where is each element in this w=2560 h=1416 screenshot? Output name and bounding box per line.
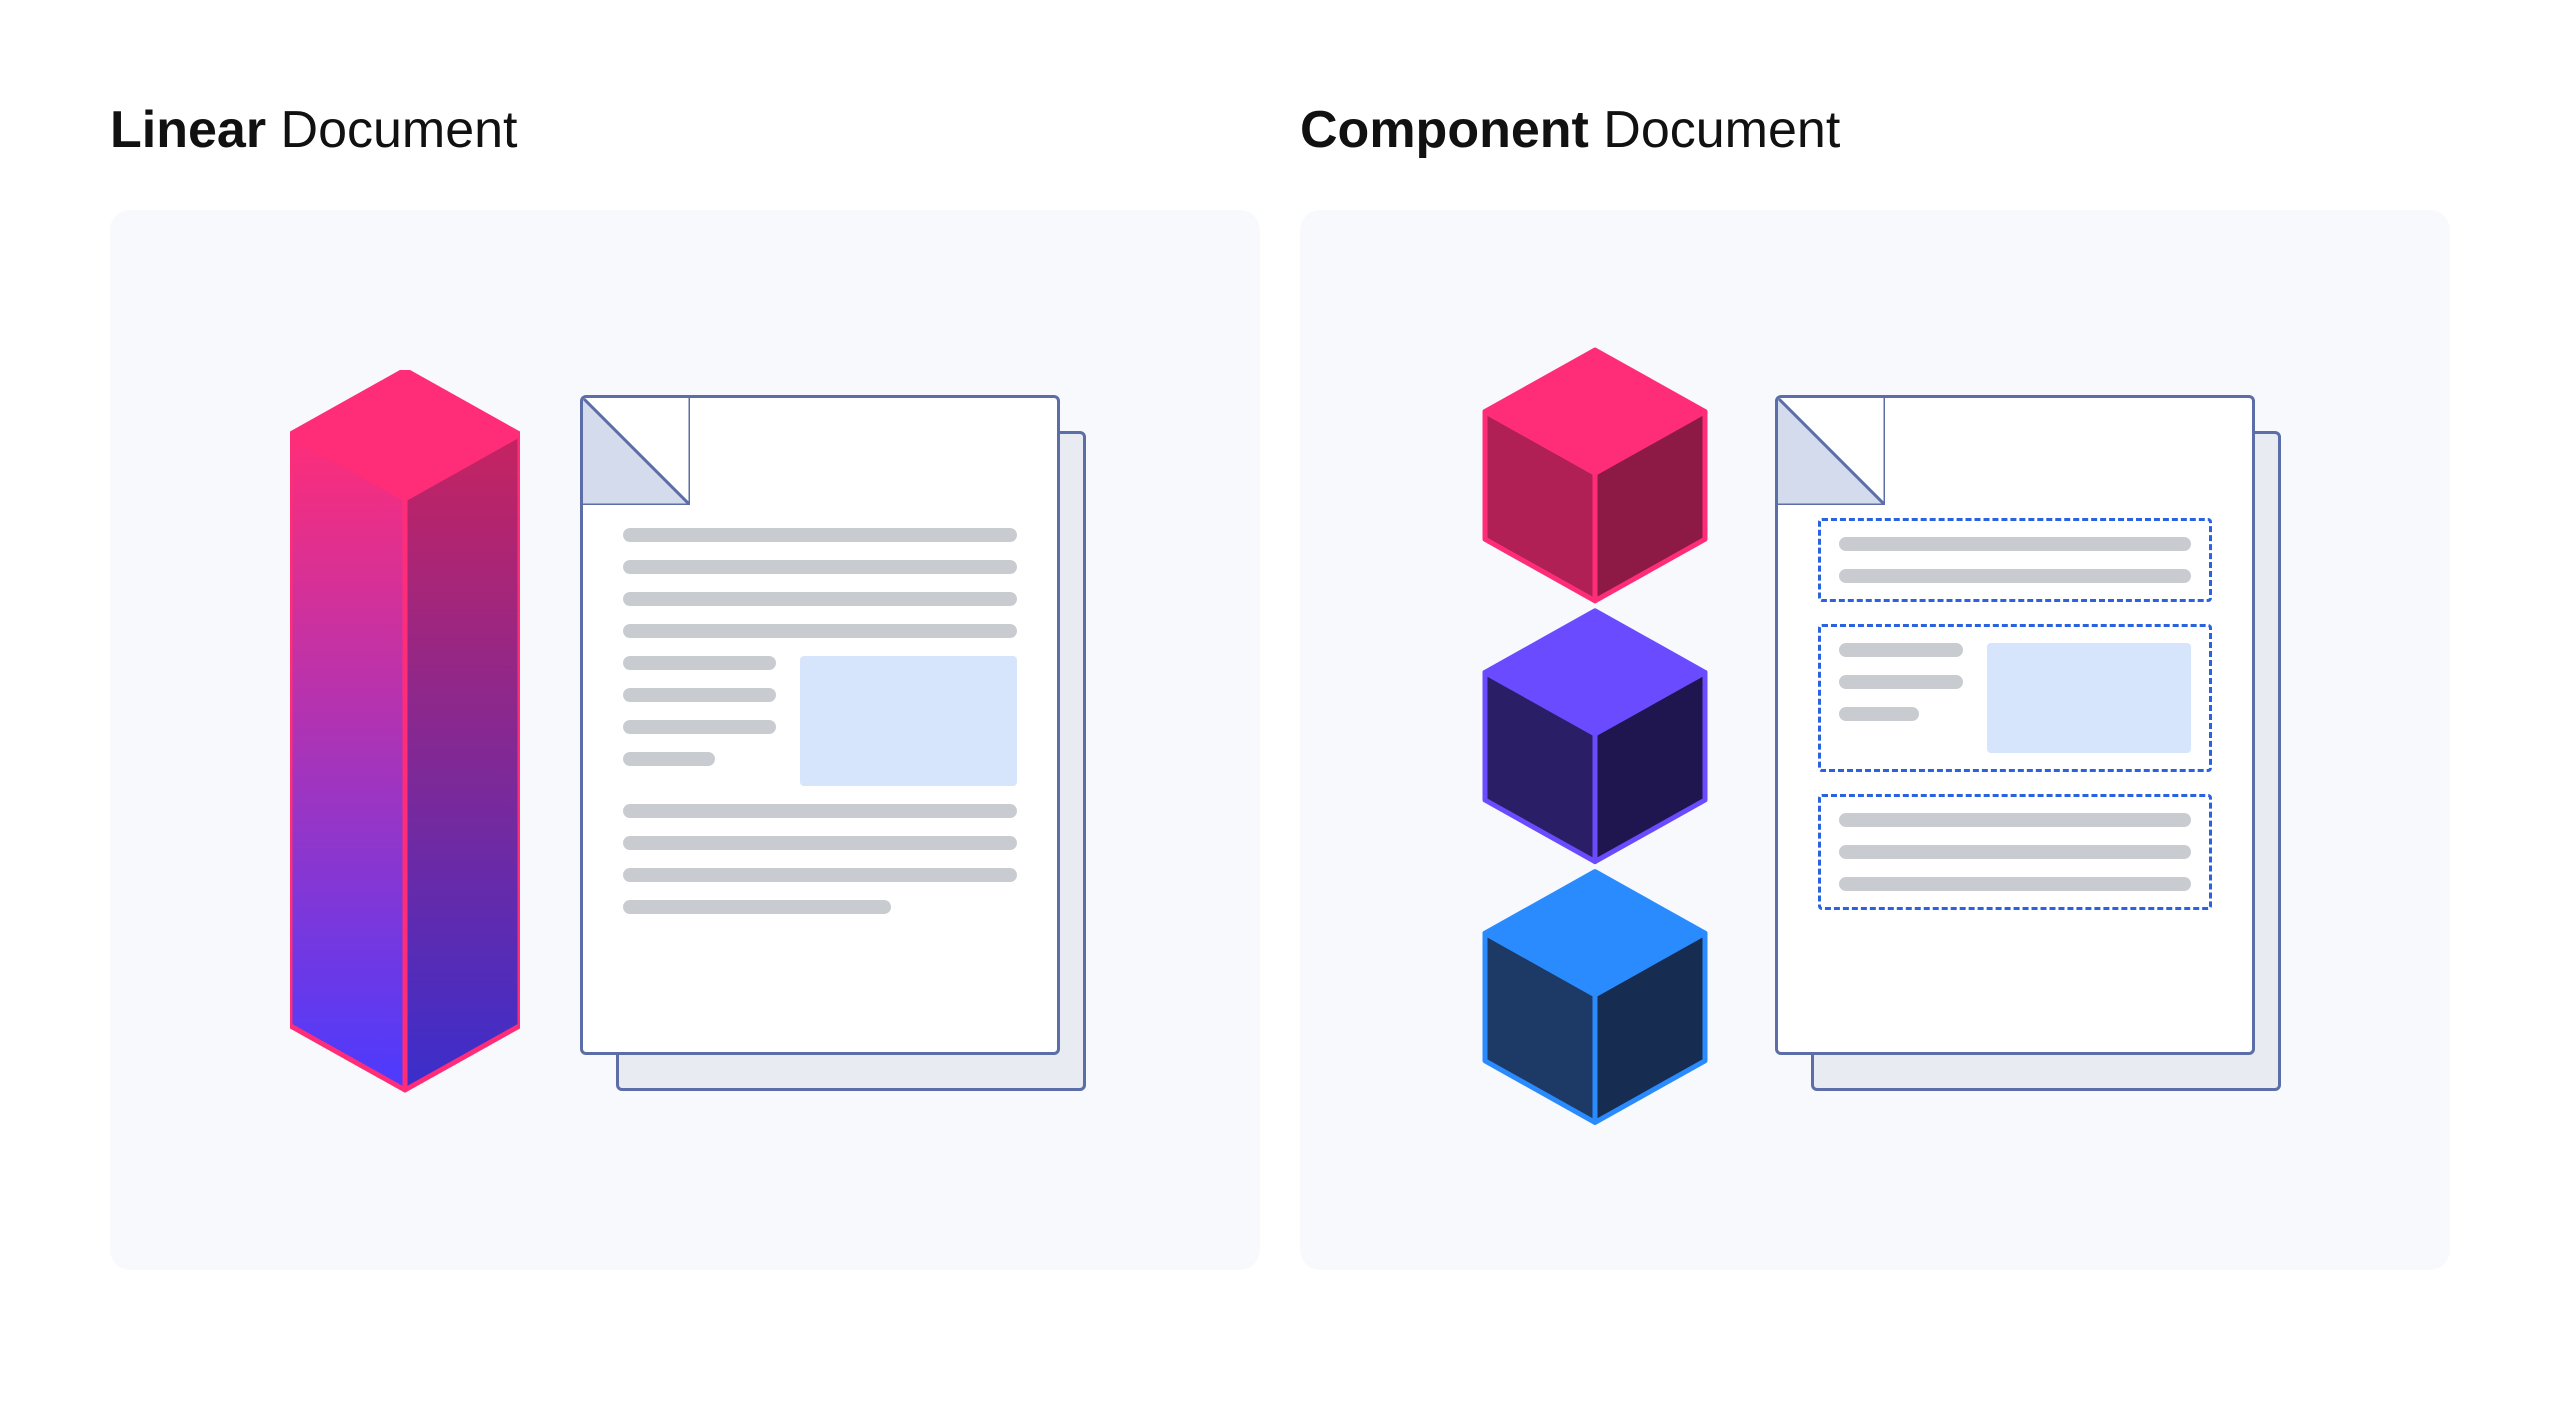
document-component [1775,395,2275,1085]
title-bold: Linear [110,101,266,159]
pillar-icon [290,370,520,1110]
panel-component: Component Document [1300,100,2450,1270]
panel-body-component [1300,210,2450,1270]
doc-content-component [1818,518,2212,932]
panel-title-component: Component Document [1300,100,2450,160]
page-fold-icon [1775,395,1885,505]
panel-title-linear: Linear Document [110,100,1260,160]
title-rest: Document [1589,101,1840,159]
title-bold: Component [1300,101,1589,159]
panel-body-linear [110,210,1260,1270]
doc-content-linear [623,528,1017,914]
page-fold-icon [580,395,690,505]
doc-front-page [1775,395,2255,1055]
cubes-icon [1475,344,1715,1136]
title-rest: Document [266,101,517,159]
cubes-illustration [1475,344,1715,1136]
pillar-illustration [290,370,520,1110]
panel-linear: Linear Document [110,100,1260,1270]
document-linear [580,395,1080,1085]
doc-front-page [580,395,1060,1055]
diagram-container: Linear Document [110,100,2450,1270]
